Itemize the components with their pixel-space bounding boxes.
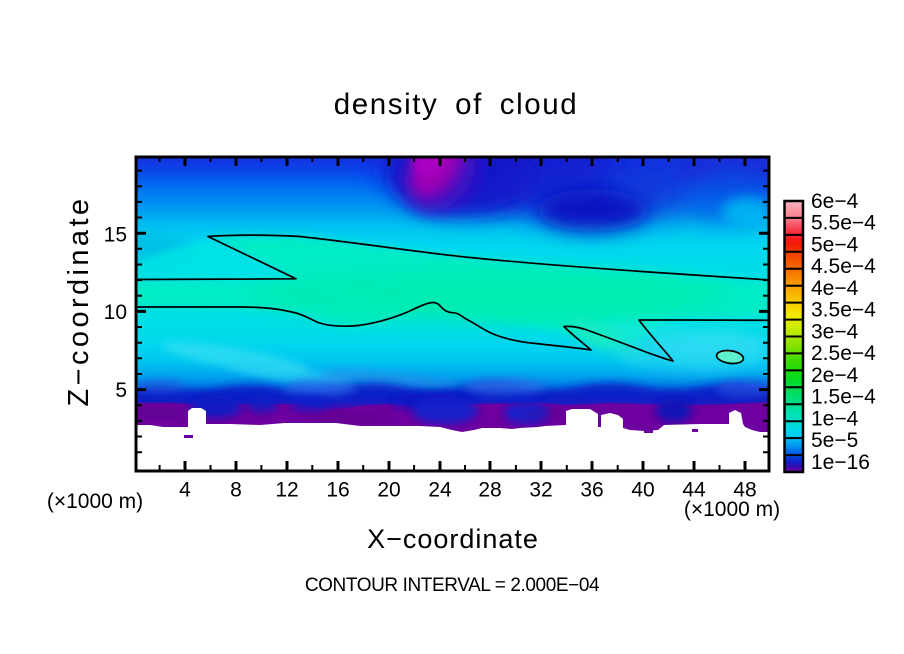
svg-text:(×1000 m): (×1000 m) [47,490,143,513]
svg-text:40: 40 [631,479,654,502]
svg-text:10: 10 [104,301,127,324]
svg-text:1e−4: 1e−4 [811,407,859,430]
svg-text:5.5e−4: 5.5e−4 [811,212,876,235]
svg-text:Z−coordinate: Z−coordinate [63,196,95,407]
svg-text:2.5e−4: 2.5e−4 [811,342,876,365]
svg-text:16: 16 [326,479,349,502]
svg-text:12: 12 [275,479,298,502]
svg-text:X−coordinate: X−coordinate [367,524,539,554]
svg-text:44: 44 [682,479,706,502]
svg-text:5e−4: 5e−4 [811,233,859,256]
svg-text:5e−5: 5e−5 [811,429,858,452]
svg-text:15: 15 [104,224,127,247]
svg-text:1e−16: 1e−16 [811,451,870,474]
svg-text:24: 24 [428,479,452,502]
svg-text:3e−4: 3e−4 [811,320,859,343]
svg-text:density of cloud: density of cloud [334,88,579,121]
svg-text:CONTOUR INTERVAL = 2.000E−04: CONTOUR INTERVAL = 2.000E−04 [305,575,600,596]
svg-text:4: 4 [179,479,191,502]
svg-text:1.5e−4: 1.5e−4 [811,386,876,409]
svg-text:32: 32 [529,479,552,502]
svg-text:48: 48 [733,479,756,502]
svg-text:6e−4: 6e−4 [811,190,859,213]
svg-text:4e−4: 4e−4 [811,277,859,300]
svg-text:20: 20 [377,479,400,502]
svg-text:36: 36 [580,479,603,502]
svg-text:3.5e−4: 3.5e−4 [811,299,876,322]
svg-text:(×1000 m): (×1000 m) [684,498,780,521]
svg-text:8: 8 [230,479,242,502]
svg-text:4.5e−4: 4.5e−4 [811,255,876,278]
svg-text:28: 28 [478,479,501,502]
svg-text:2e−4: 2e−4 [811,364,859,387]
svg-text:5: 5 [115,379,127,402]
